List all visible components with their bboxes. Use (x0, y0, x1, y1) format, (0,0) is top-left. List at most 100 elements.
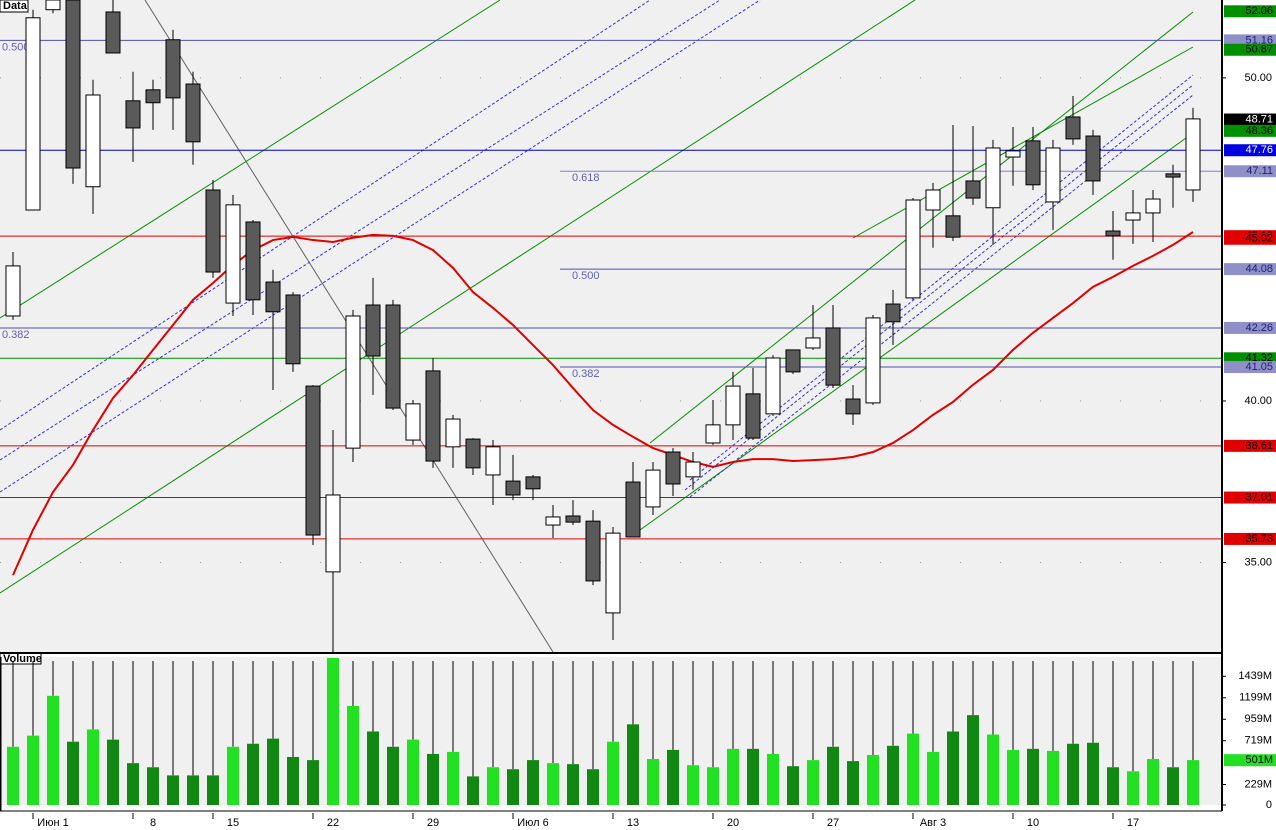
trend-line (0, 0, 916, 594)
candle-body (1165, 173, 1181, 178)
candle-body (165, 39, 181, 99)
volume-bar (1007, 749, 1019, 805)
volume-bar (7, 746, 19, 805)
volume-bar (567, 764, 579, 805)
volume-bar (1127, 771, 1139, 805)
candle-body (1005, 150, 1021, 158)
fib-label: 0.500 (2, 41, 30, 53)
level-label-box (1224, 532, 1276, 545)
candle-body (1065, 116, 1081, 140)
volume-bar (807, 760, 819, 805)
y-tick-label: 959M (1244, 713, 1272, 725)
level-label: 41.05 (1245, 361, 1273, 373)
candle-body (405, 403, 421, 441)
level-label-box (1224, 321, 1276, 334)
fib-label: 0.382 (2, 329, 30, 341)
candle-body (25, 17, 41, 211)
candle-body (65, 0, 81, 169)
x-tick-label: 27 (827, 817, 839, 829)
volume-bar (367, 731, 379, 805)
volume-bar (407, 739, 419, 805)
level-label-box (1224, 34, 1276, 47)
candle-body (985, 147, 1001, 209)
volume-bar (47, 695, 59, 805)
level-label-box (1224, 124, 1276, 137)
volume-bar (727, 748, 739, 805)
level-label-box (1224, 5, 1276, 18)
volume-bar (947, 731, 959, 805)
y-tick-label: 229M (1244, 778, 1272, 790)
candle-body (705, 424, 721, 444)
x-tick-label: Авг 3 (920, 817, 946, 829)
candle-body (525, 476, 541, 490)
volume-bar (1107, 767, 1119, 805)
level-label: 48.71 (1245, 113, 1273, 125)
y-tick-label: 1439M (1238, 670, 1272, 682)
candle-body (545, 516, 561, 526)
candle-body (45, 0, 61, 11)
volume-bar (547, 763, 559, 805)
trend-line (0, 0, 501, 319)
candle-body (365, 304, 381, 357)
level-label: 42.26 (1245, 322, 1273, 334)
candle-body (265, 281, 281, 313)
candle-body (385, 304, 401, 409)
volume-bar (327, 657, 339, 805)
volume-bar (887, 745, 899, 805)
volume-bar (447, 751, 459, 805)
volume-bar (147, 767, 159, 805)
y-tick-label: 35.00 (1244, 556, 1272, 568)
volume-bar (847, 761, 859, 805)
volume-bar (107, 739, 119, 805)
candle-body (1145, 198, 1161, 214)
candle-body (1125, 212, 1141, 221)
candle-body (905, 199, 921, 299)
volume-bar (67, 741, 79, 805)
candle-body (665, 451, 681, 485)
fib-label: 0.618 (572, 172, 600, 184)
candle-body (725, 385, 741, 426)
candle-body (1045, 147, 1061, 203)
fib-label: 0.500 (572, 270, 600, 282)
level-label-box (1224, 113, 1276, 126)
level-label-box (1224, 491, 1276, 504)
candle-body (505, 480, 521, 496)
candle-body (925, 189, 941, 211)
level-label-box (1224, 439, 1276, 452)
candle-body (885, 303, 901, 323)
volume-bar (867, 755, 879, 805)
candle-body (745, 393, 761, 439)
x-tick-label: 17 (1127, 817, 1139, 829)
volume-bar (707, 767, 719, 805)
level-label: 35.73 (1245, 533, 1273, 545)
volume-bar (927, 751, 939, 805)
volume-bar (987, 734, 999, 805)
candle-body (1185, 118, 1201, 191)
volume-bar (667, 749, 679, 805)
volume-bar (507, 769, 519, 805)
volume-bar (587, 769, 599, 805)
x-tick-label: 8 (150, 817, 156, 829)
candle-body (585, 520, 601, 582)
y-tick-label: 719M (1244, 735, 1272, 747)
candle-body (425, 370, 441, 462)
fib-label: 0.382 (572, 368, 600, 380)
moving-average (12, 231, 1194, 576)
candle-body (865, 317, 881, 404)
volume-bar (27, 735, 39, 805)
level-label-box (1224, 43, 1276, 56)
trend-line (0, 0, 761, 493)
volume-bar (787, 766, 799, 805)
volume-bar (1067, 743, 1079, 805)
axis-bg (1222, 0, 1276, 830)
volume-bar (247, 743, 259, 805)
candle-body (645, 469, 661, 508)
volume-bar (747, 748, 759, 805)
x-tick-label: Июн 1 (37, 817, 68, 829)
candle-body (685, 461, 701, 478)
volume-bar (167, 775, 179, 805)
x-tick-label: 10 (1027, 817, 1039, 829)
candle-body (245, 221, 261, 301)
level-label: 47.11 (1246, 165, 1273, 177)
